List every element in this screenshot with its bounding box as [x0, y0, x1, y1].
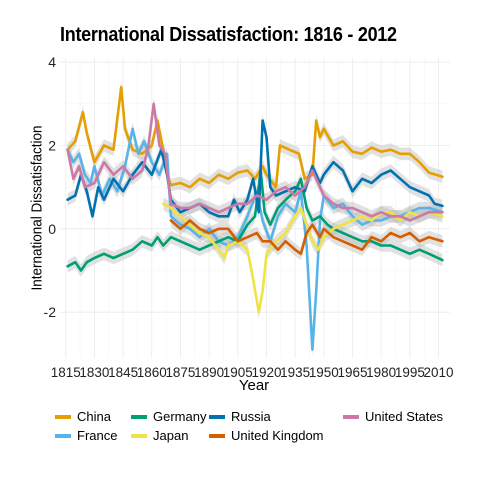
- band-germany: [67, 164, 443, 277]
- legend: China France Germany Japan Russia United…: [55, 409, 475, 449]
- legend-item-germany: Germany: [131, 409, 206, 424]
- series-line-germany: [66, 169, 444, 272]
- x-tick-label: 1950: [309, 364, 339, 380]
- legend-label-france: France: [77, 428, 118, 443]
- series-line-united-states: [66, 102, 444, 222]
- legend-label-united-states: United States: [365, 409, 444, 424]
- legend-label-russia: Russia: [231, 409, 271, 424]
- x-tick-labels: 1815183018451860187518901905192019351950…: [51, 364, 454, 380]
- legend-item-united-states: United States: [343, 409, 443, 424]
- x-tick-label: 1860: [137, 364, 167, 380]
- legend-label-china: China: [77, 409, 111, 424]
- x-tick-label: 1965: [338, 364, 368, 380]
- legend-swatch-russia: [209, 414, 225, 419]
- legend-item-china: China: [55, 409, 111, 424]
- y-tick-label: -2: [44, 304, 57, 320]
- legend-label-germany: Germany: [153, 409, 207, 424]
- x-tick-label: 1830: [79, 364, 109, 380]
- legend-swatch-japan: [131, 433, 147, 438]
- x-tick-label: 1905: [223, 364, 253, 380]
- series-line-united-kingdom: [169, 219, 444, 256]
- x-tick-label: 1980: [366, 364, 396, 380]
- y-tick-labels: -2 0 2 4: [44, 54, 57, 320]
- series-line-france: [66, 127, 444, 352]
- x-tick-label: 1890: [194, 364, 224, 380]
- y-tick-label: 0: [48, 221, 56, 237]
- series-line-russia: [66, 119, 444, 218]
- x-tick-label: 1845: [108, 364, 138, 380]
- legend-label-japan: Japan: [153, 428, 189, 443]
- legend-item-russia: Russia: [209, 409, 271, 424]
- legend-swatch-germany: [131, 414, 147, 419]
- legend-swatch-united-states: [343, 414, 359, 419]
- legend-item-japan: Japan: [131, 428, 188, 443]
- y-tick-label: 4: [48, 54, 56, 70]
- x-tick-label: 2010: [424, 364, 454, 380]
- x-tick-label: 1935: [280, 364, 310, 380]
- legend-swatch-china: [55, 414, 71, 419]
- chart-title: International Dissatisfaction: 1816 - 20…: [60, 24, 397, 46]
- x-axis-label: Year: [238, 377, 270, 394]
- x-tick-label: 1995: [395, 364, 425, 380]
- legend-label-united-kingdom: United Kingdom: [231, 428, 324, 443]
- y-axis-label: International Dissatisfaction: [28, 125, 46, 291]
- legend-swatch-france: [55, 433, 71, 438]
- series-lines: [66, 85, 444, 352]
- x-tick-label: 1920: [251, 364, 281, 380]
- legend-item-france: France: [55, 428, 117, 443]
- legend-item-united-kingdom: United Kingdom: [209, 428, 324, 443]
- y-tick-label: 2: [48, 138, 56, 154]
- x-tick-label: 1875: [165, 364, 195, 380]
- x-tick-label: 1815: [51, 364, 81, 380]
- legend-swatch-united-kingdom: [209, 433, 225, 438]
- series-line-china: [66, 85, 444, 189]
